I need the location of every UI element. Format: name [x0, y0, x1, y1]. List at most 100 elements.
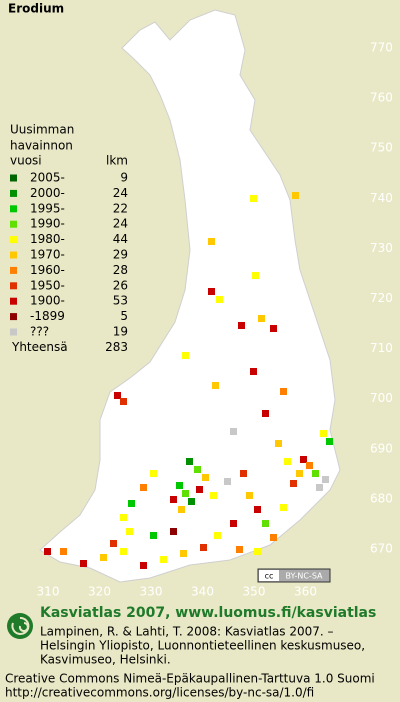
observation-square — [120, 514, 127, 521]
observation-square — [320, 430, 327, 437]
observation-square — [246, 492, 253, 499]
legend-label: 2005- — [30, 171, 65, 185]
northing-label: 750 — [370, 141, 393, 155]
observation-square — [258, 315, 265, 322]
observation-square — [120, 398, 127, 405]
legend-swatch — [10, 313, 17, 321]
observation-square — [188, 498, 195, 505]
observation-square — [250, 195, 257, 202]
observation-square — [224, 478, 231, 485]
legend-count: 24 — [113, 186, 128, 200]
legend-label: -1899 — [30, 309, 65, 323]
northing-label: 760 — [370, 91, 393, 105]
observation-square — [316, 484, 323, 491]
observation-square — [44, 548, 51, 555]
observation-square — [312, 470, 319, 477]
observation-square — [326, 438, 333, 445]
northing-label: 770 — [370, 41, 393, 55]
legend-label: 1970- — [30, 248, 65, 262]
observation-square — [160, 556, 167, 563]
legend-label: 2000- — [30, 186, 65, 200]
license-url: http://creativecommons.org/licenses/by-n… — [5, 686, 314, 700]
northing-label: 730 — [370, 241, 393, 255]
observation-square — [254, 548, 261, 555]
observation-square — [214, 532, 221, 539]
easting-label: 360 — [294, 585, 317, 599]
northing-label: 700 — [370, 391, 393, 405]
legend-count: 22 — [113, 201, 128, 215]
legend-count: 26 — [113, 278, 128, 292]
license-text: Creative Commons Nimeä-Epäkaupallinen-Ta… — [5, 672, 375, 686]
observation-square — [250, 368, 257, 375]
observation-square — [60, 548, 67, 555]
legend-swatch — [10, 282, 17, 290]
badge-icon: cc — [265, 572, 274, 581]
observation-square — [254, 506, 261, 513]
legend-heading: havainnon — [10, 139, 73, 153]
observation-square — [280, 388, 287, 395]
citation: Helsingin Yliopisto, Luonnontieteellinen… — [40, 639, 365, 653]
legend-label: ??? — [30, 325, 49, 339]
footer: Kasviatlas 2007, www.luomus.fi/kasviatla… — [5, 605, 376, 700]
legend-swatch — [10, 189, 17, 197]
observation-square — [176, 482, 183, 489]
legend-label: 1950- — [30, 278, 65, 292]
legend-count-heading: lkm — [106, 154, 128, 168]
observation-square — [306, 462, 313, 469]
legend-label: 1960- — [30, 263, 65, 277]
observation-square — [170, 528, 177, 535]
observation-square — [262, 410, 269, 417]
legend-heading: vuosi — [10, 154, 42, 168]
observation-square — [262, 520, 269, 527]
observation-squares — [44, 192, 333, 569]
observation-square — [292, 192, 299, 199]
northing-label: 710 — [370, 341, 393, 355]
observation-square — [170, 496, 177, 503]
observation-square — [240, 470, 247, 477]
observation-square — [216, 296, 223, 303]
observation-square — [120, 548, 127, 555]
observation-square — [290, 480, 297, 487]
observation-square — [180, 550, 187, 557]
badge-text: BY-NC-SA — [285, 572, 323, 581]
northing-label: 720 — [370, 291, 393, 305]
citation: Lampinen, R. & Lahti, T. 2008: Kasviatla… — [40, 625, 334, 639]
observation-square — [212, 382, 219, 389]
species-title: Erodium — [8, 2, 64, 16]
observation-square — [270, 325, 277, 332]
observation-square — [252, 272, 259, 279]
observation-square — [182, 352, 189, 359]
legend-count: 44 — [113, 232, 128, 246]
observation-square — [236, 546, 243, 553]
citation: Kasvimuseo, Helsinki. — [40, 653, 171, 667]
northing-label: 680 — [370, 491, 393, 505]
observation-square — [186, 458, 193, 465]
legend-swatch — [10, 236, 17, 244]
observation-square — [194, 466, 201, 473]
legend-count: 29 — [113, 248, 128, 262]
easting-label: 320 — [88, 585, 111, 599]
observation-square — [238, 322, 245, 329]
observation-square — [150, 470, 157, 477]
legend-label: 1990- — [30, 217, 65, 231]
legend-count: 5 — [120, 309, 128, 323]
northing-label: 670 — [370, 542, 393, 556]
observation-square — [275, 440, 282, 447]
observation-square — [284, 458, 291, 465]
finland-map — [39, 9, 341, 583]
legend-swatch — [10, 251, 17, 259]
badge-icon-box — [259, 570, 279, 581]
observation-square — [202, 474, 209, 481]
legend-count: 19 — [113, 325, 128, 339]
legend: Uusimman havainnon vuosi lkm 2005- 9 2000-… — [10, 123, 128, 354]
legend-count: 24 — [113, 217, 128, 231]
observation-square — [196, 486, 203, 493]
observation-square — [140, 484, 147, 491]
observation-square — [80, 560, 87, 567]
legend-total-label: Yhteensä — [11, 340, 68, 354]
observation-square — [300, 456, 307, 463]
observation-square — [128, 500, 135, 507]
logo-swirl — [11, 616, 30, 635]
observation-square — [230, 520, 237, 527]
